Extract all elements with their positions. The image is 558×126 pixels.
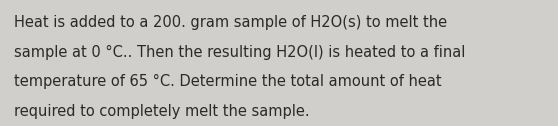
Text: Heat is added to a 200. gram sample of H2O(s) to melt the: Heat is added to a 200. gram sample of H… — [14, 15, 447, 30]
Text: sample at 0 °C.. Then the resulting H2O(l) is heated to a final: sample at 0 °C.. Then the resulting H2O(… — [14, 45, 465, 60]
Text: required to completely melt the sample.: required to completely melt the sample. — [14, 104, 310, 119]
Text: temperature of 65 °C. Determine the total amount of heat: temperature of 65 °C. Determine the tota… — [14, 74, 441, 89]
